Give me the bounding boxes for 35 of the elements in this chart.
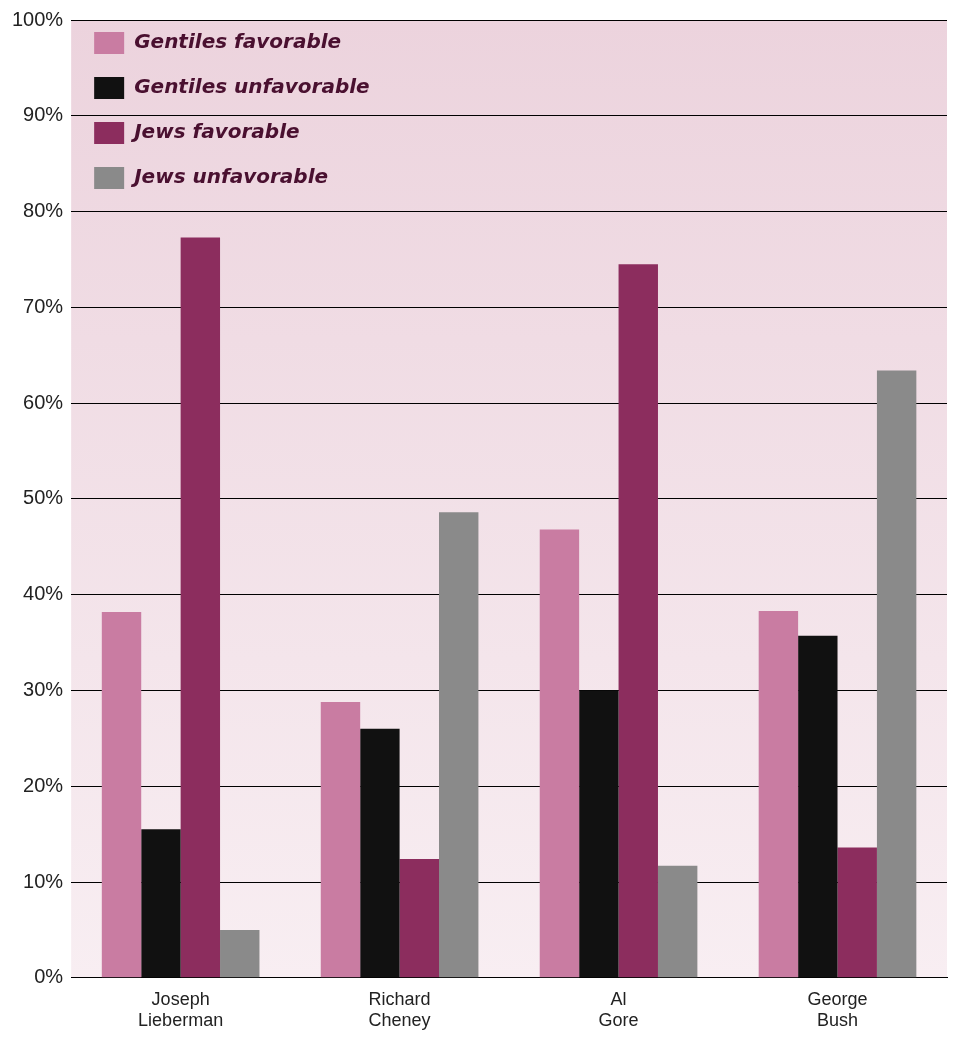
y-tick-label: 0% — [34, 965, 64, 988]
y-tick-label: 20% — [23, 773, 64, 796]
y-tick-label: 80% — [23, 199, 64, 222]
x-tick-label: Joseph Lieberman — [138, 988, 224, 1031]
y-tick-label: 10% — [23, 869, 64, 892]
x-tick-label: Al Gore — [598, 988, 639, 1031]
bar — [399, 859, 440, 978]
bar — [220, 929, 260, 978]
bar — [101, 611, 142, 978]
y-tick-label: 30% — [23, 677, 64, 700]
bar — [539, 529, 580, 978]
bar — [320, 701, 361, 978]
bar — [876, 370, 917, 978]
legend-label: Jews favorable — [130, 119, 300, 144]
y-tick-label: 50% — [23, 486, 64, 509]
y-tick-label: 90% — [23, 103, 64, 126]
bar — [798, 635, 838, 978]
bar — [439, 512, 479, 978]
x-tick-label: Richard Cheney — [368, 988, 431, 1031]
bar — [657, 865, 698, 978]
bar — [758, 610, 799, 978]
bar — [180, 237, 221, 978]
y-tick-label: 100% — [12, 7, 64, 30]
x-tick-label: George Bush — [807, 988, 868, 1031]
y-tick-label: 70% — [23, 294, 64, 317]
bar — [579, 690, 619, 978]
bar — [360, 728, 400, 978]
legend-label: Jews unfavorable — [130, 164, 329, 189]
legend-label: Gentiles favorable — [134, 29, 342, 54]
y-tick-label: 60% — [23, 390, 64, 413]
bar — [141, 829, 181, 978]
bar — [837, 847, 877, 978]
legend-label: Gentiles unfavorable — [134, 74, 370, 99]
bar — [618, 264, 658, 978]
y-tick-label: 40% — [23, 582, 64, 605]
